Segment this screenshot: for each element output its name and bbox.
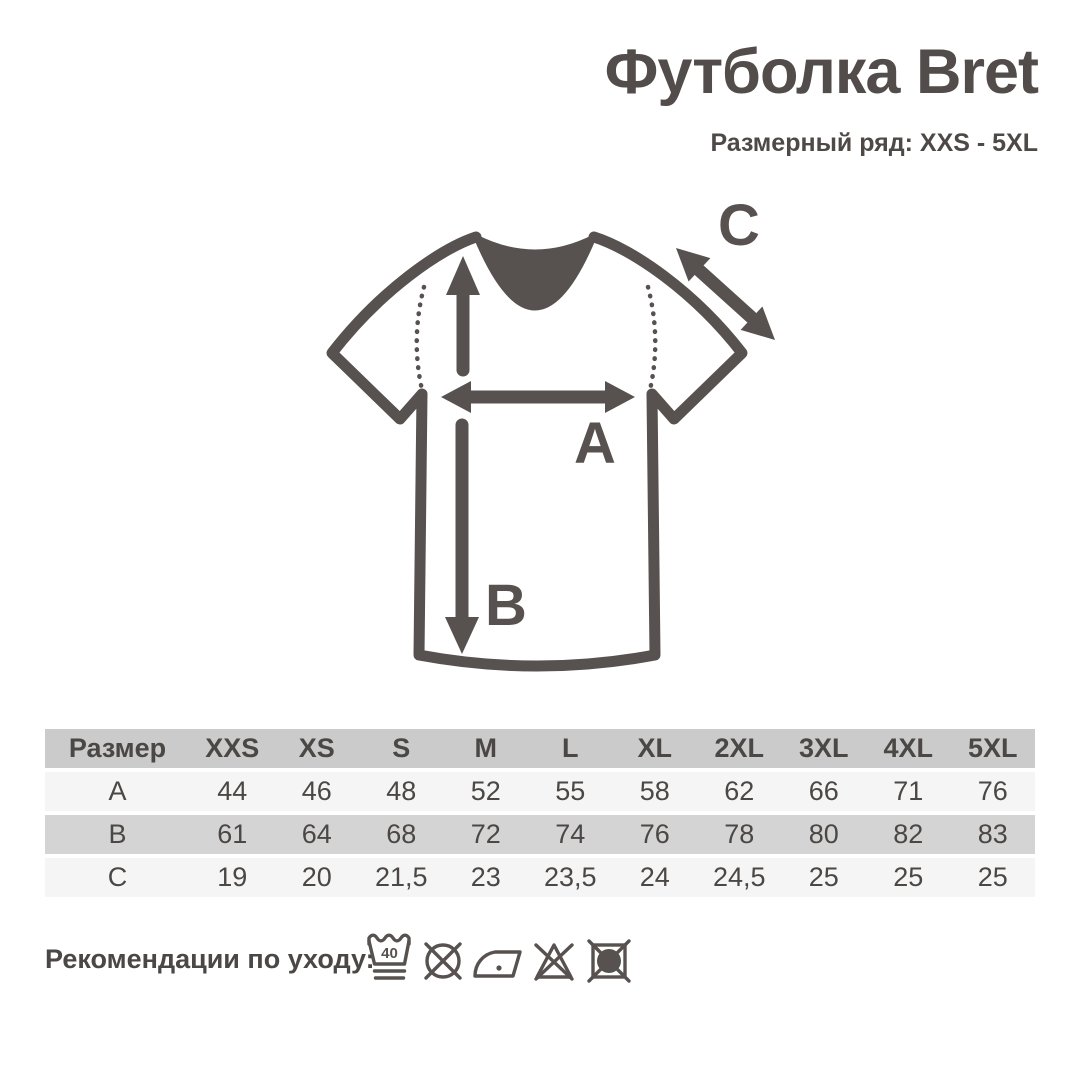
table-row-b: B 61 64 68 72 74 76 78 80 82 83 [45, 815, 1035, 854]
size-value: 48 [386, 776, 417, 806]
tshirt-outline [326, 231, 748, 672]
measure-label-c: C [718, 193, 760, 258]
measure-b-arrowhead-down [445, 617, 479, 654]
size-value: 78 [724, 819, 755, 849]
size-table: Размер XXS XS S M L XL 2XL 3XL 4XL 5XL A… [45, 725, 1035, 901]
size-value: 71 [893, 776, 924, 806]
tshirt-measurement-diagram: A B C [318, 193, 790, 685]
measure-c-arrowhead-downright [740, 306, 775, 340]
tshirt-collar [473, 234, 597, 311]
size-value: 83 [977, 819, 1008, 849]
do-not-bleach-icon [534, 943, 574, 981]
size-value: 76 [977, 776, 1008, 806]
size-value: 64 [301, 819, 332, 849]
size-value: 72 [470, 819, 501, 849]
measure-b-arrowhead-up [446, 256, 480, 295]
wash-40-delicate-icon: 40 [367, 933, 411, 980]
size-value: 23,5 [543, 862, 597, 892]
tshirt-diagram-svg: A B C [326, 193, 775, 672]
size-value: 25 [808, 862, 839, 892]
size-value: 23 [470, 862, 501, 892]
size-value: 74 [555, 819, 586, 849]
size-value: 46 [301, 776, 332, 806]
size-value: 21,5 [374, 862, 428, 892]
size-value: 76 [639, 819, 670, 849]
wash-temperature-value: 40 [381, 945, 398, 962]
size-col-header: XS [298, 733, 335, 763]
size-col-header: 4XL [883, 733, 934, 763]
row-label: A [108, 776, 127, 806]
page-title: Футболка Bret [604, 37, 1039, 107]
do-not-dry-clean-icon [424, 942, 462, 980]
care-recommendations-label: Рекомендации по уходу: [45, 944, 375, 974]
size-table-container: Размер XXS XS S M L XL 2XL 3XL 4XL 5XL A… [45, 725, 1035, 901]
size-col-header: XXS [205, 733, 260, 763]
size-value: 25 [977, 862, 1008, 892]
measure-c-arrowhead-upleft [676, 248, 711, 282]
size-value: 20 [301, 862, 332, 892]
size-col-header: S [392, 733, 411, 763]
size-value: 44 [217, 776, 248, 806]
measure-label-a: A [574, 411, 616, 476]
size-value: 61 [217, 819, 248, 849]
size-value: 58 [639, 776, 670, 806]
size-value: 19 [217, 862, 248, 892]
row-label: C [107, 862, 128, 892]
size-col-header: 5XL [967, 733, 1018, 763]
size-value: 66 [808, 776, 839, 806]
measure-c-arrow-shaft [693, 264, 758, 324]
size-value: 62 [724, 776, 755, 806]
iron-low-temperature-icon [473, 950, 522, 978]
size-value: 55 [555, 776, 586, 806]
size-value: 25 [893, 862, 924, 892]
measure-a-arrowhead-right [605, 381, 635, 413]
table-row-a: A 44 46 48 52 55 58 62 66 71 76 [45, 772, 1035, 811]
size-value: 52 [470, 776, 501, 806]
row-label: B [108, 819, 127, 849]
size-value: 68 [386, 819, 417, 849]
size-table-header-row: Размер XXS XS S M L XL 2XL 3XL 4XL 5XL [45, 729, 1035, 768]
measure-label-b: B [485, 573, 527, 638]
armhole-seam-right-dotted [645, 284, 658, 397]
size-range-subtitle: Размерный ряд: XXS - 5XL [710, 129, 1038, 157]
size-col-header: 2XL [714, 733, 765, 763]
size-value: 24,5 [712, 862, 766, 892]
size-table-corner-header: Размер [68, 733, 167, 763]
size-value: 80 [808, 819, 839, 849]
size-value: 82 [893, 819, 924, 849]
size-col-header: XL [637, 733, 672, 763]
armhole-seam-left-dotted [414, 284, 427, 397]
size-value: 24 [639, 862, 670, 892]
care-icons-row: 40 [366, 930, 633, 986]
do-not-tumble-dry-icon [587, 939, 631, 983]
measure-a-arrowhead-left [441, 381, 471, 413]
size-col-header: M [474, 733, 498, 763]
table-row-c: C 19 20 21,5 23 23,5 24 24,5 25 25 25 [45, 858, 1035, 897]
size-col-header: 3XL [798, 733, 849, 763]
size-col-header: L [562, 733, 579, 763]
